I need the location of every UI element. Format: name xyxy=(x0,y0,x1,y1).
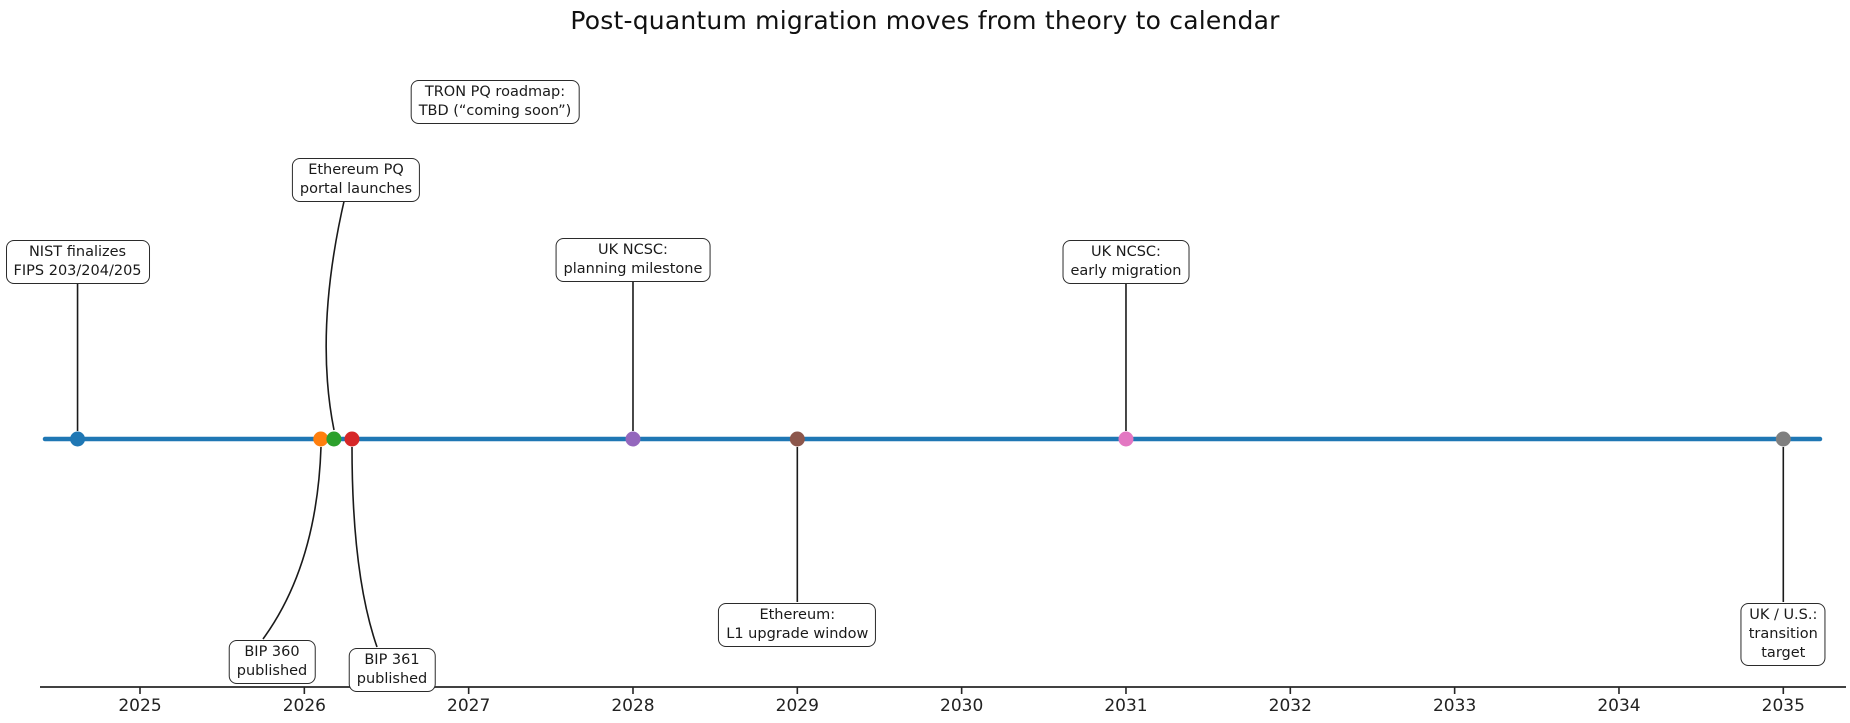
event-marker-ethereum-l1-upgrade-window xyxy=(789,431,805,447)
event-marker-uk-ncsc-planning-milestone xyxy=(625,431,641,447)
connector-bip-360-published xyxy=(262,446,322,640)
x-tick-label-2034: 2034 xyxy=(1597,696,1641,716)
x-tick-label-2025: 2025 xyxy=(118,696,162,716)
event-marker-uk-ncsc-early-migration xyxy=(1118,431,1134,447)
event-marker-bip-360-published xyxy=(313,431,329,447)
event-label-ethereum-l1-upgrade-window: Ethereum: L1 upgrade window xyxy=(718,603,877,647)
event-label-nist-fips-finalized: NIST finalizes FIPS 203/204/205 xyxy=(5,240,150,284)
x-tick-label-2032: 2032 xyxy=(1268,696,1312,716)
connector-bip-361-published xyxy=(351,446,378,648)
x-tick-label-2035: 2035 xyxy=(1761,696,1805,716)
event-label-bip-361-published: BIP 361 published xyxy=(348,648,436,692)
x-tick-label-2030: 2030 xyxy=(940,696,984,716)
x-tick-label-2026: 2026 xyxy=(282,696,326,716)
x-tick-label-2029: 2029 xyxy=(775,696,819,716)
event-label-ethereum-pq-portal: Ethereum PQ portal launches xyxy=(291,158,421,202)
event-marker-bip-361-published xyxy=(344,431,360,447)
event-label-uk-ncsc-early-migration: UK NCSC: early migration xyxy=(1062,240,1190,284)
annotation-tron-pq-roadmap: TRON PQ roadmap: TBD (“coming soon”) xyxy=(410,80,580,124)
event-marker-nist-fips-finalized xyxy=(70,431,86,447)
event-marker-ethereum-pq-portal xyxy=(326,431,342,447)
event-label-bip-360-published: BIP 360 published xyxy=(228,640,316,684)
x-tick-label-2028: 2028 xyxy=(611,696,655,716)
event-label-uk-us-transition-target: UK / U.S.: transition target xyxy=(1740,603,1826,666)
connector-ethereum-pq-portal xyxy=(325,196,346,431)
x-tick-label-2027: 2027 xyxy=(447,696,491,716)
event-label-uk-ncsc-planning-milestone: UK NCSC: planning milestone xyxy=(555,238,711,282)
x-tick-label-2031: 2031 xyxy=(1104,696,1148,716)
event-marker-uk-us-transition-target xyxy=(1775,431,1791,447)
chart-title: Post-quantum migration moves from theory… xyxy=(570,6,1280,35)
x-tick-label-2033: 2033 xyxy=(1432,696,1477,716)
